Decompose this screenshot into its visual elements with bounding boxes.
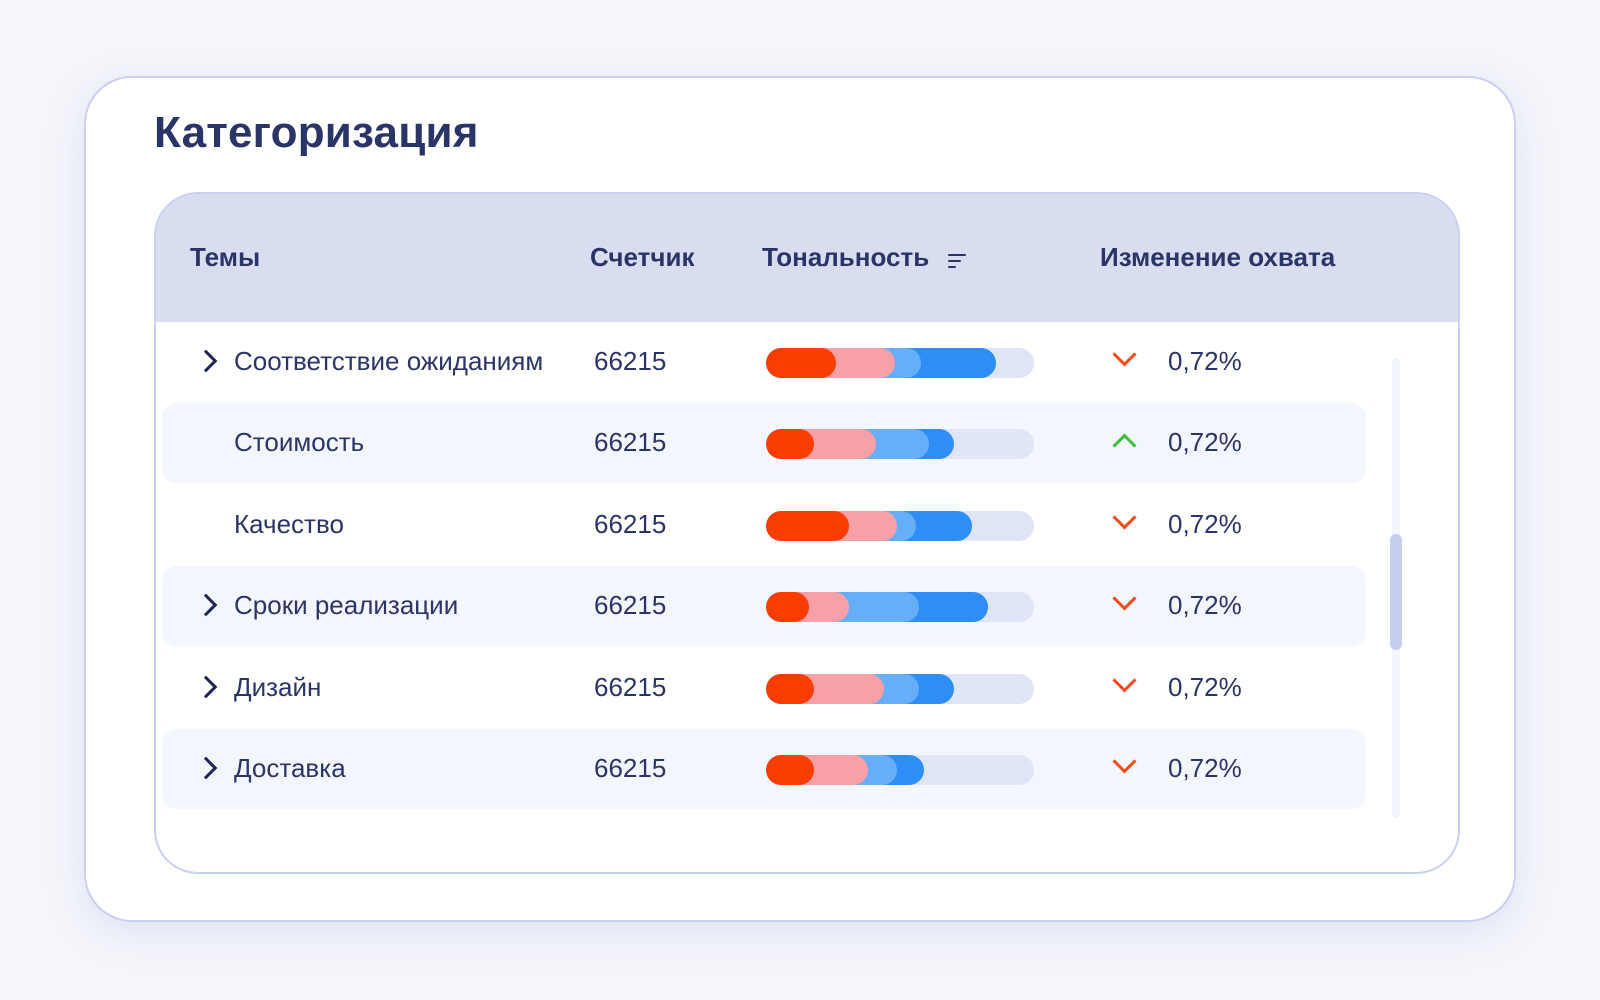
topic-label: Дизайн <box>234 672 322 702</box>
arrow-down-icon <box>1110 757 1138 777</box>
change-value: 0,72% <box>1168 509 1242 539</box>
sort-icon[interactable] <box>948 252 968 270</box>
tone-segment-negative <box>766 674 815 704</box>
arrow-down-icon <box>1110 350 1138 370</box>
tone-bar <box>766 674 1034 704</box>
counter-value: 66215 <box>594 509 667 539</box>
sort-line <box>948 266 956 268</box>
change-value: 0,72% <box>1168 672 1242 702</box>
card-title: Категоризация <box>154 108 479 157</box>
change-value: 0,72% <box>1168 346 1242 376</box>
tone-bar <box>766 429 1034 459</box>
categorization-card: Категоризация Темы Счетчик Тональность И… <box>84 76 1516 922</box>
change-value: 0,72% <box>1168 590 1242 620</box>
counter-value: 66215 <box>594 590 667 620</box>
column-header-topics[interactable]: Темы <box>190 242 261 272</box>
table-row[interactable]: Дизайн 66215 0,72% <box>162 648 1366 728</box>
topic-label: Соответствие ожиданиям <box>234 346 544 376</box>
chevron-right-icon[interactable] <box>196 753 220 783</box>
tone-bar <box>766 511 1034 541</box>
table-body: Доставка 66215 0,72% Дизайн 66215 0,72% Сроки … <box>156 322 1458 872</box>
table-row[interactable]: Сроки реализации 66215 0,72% <box>162 566 1366 646</box>
tone-segment-negative <box>766 348 836 378</box>
sort-line <box>948 260 961 262</box>
sort-line <box>948 254 966 256</box>
chevron-right-icon[interactable] <box>196 590 220 620</box>
tone-bar <box>766 755 1034 785</box>
counter-value: 66215 <box>594 672 667 702</box>
table-header: Темы Счетчик Тональность Изменение охват… <box>156 194 1458 322</box>
table-row[interactable]: Доставка 66215 0,72% <box>162 729 1366 809</box>
arrow-down-icon <box>1110 513 1138 533</box>
table-row[interactable]: Соответствие ожиданиям 66215 0,72% <box>162 322 1366 402</box>
topic-label: Сроки реализации <box>234 590 459 620</box>
counter-value: 66215 <box>594 427 667 457</box>
column-header-tone[interactable]: Тональность <box>762 242 930 272</box>
scrollbar-thumb[interactable] <box>1390 534 1402 650</box>
counter-value: 66215 <box>594 346 667 376</box>
table-row[interactable]: Стоимость 66215 0,72% <box>162 403 1366 483</box>
chevron-right-icon[interactable] <box>196 346 220 376</box>
tone-bar <box>766 592 1034 622</box>
topic-label: Доставка <box>234 753 346 783</box>
tone-segment-negative <box>766 511 850 541</box>
chevron-right-icon[interactable] <box>196 672 220 702</box>
tone-segment-negative <box>766 429 815 459</box>
categorization-table: Темы Счетчик Тональность Изменение охват… <box>154 192 1460 874</box>
arrow-down-icon <box>1110 676 1138 696</box>
change-value: 0,72% <box>1168 427 1242 457</box>
change-value: 0,72% <box>1168 753 1242 783</box>
tone-segment-negative <box>766 755 815 785</box>
tone-segment-negative <box>766 592 809 622</box>
topic-label: Стоимость <box>234 427 365 457</box>
arrow-up-icon <box>1110 431 1138 451</box>
topic-label: Качество <box>234 509 344 539</box>
tone-bar <box>766 348 1034 378</box>
column-header-counter[interactable]: Счетчик <box>590 242 695 272</box>
counter-value: 66215 <box>594 753 667 783</box>
scrollbar-track[interactable] <box>1390 358 1402 818</box>
arrow-down-icon <box>1110 594 1138 614</box>
table-row[interactable]: Качество 66215 0,72% <box>162 485 1366 565</box>
column-header-change[interactable]: Изменение охвата <box>1100 242 1336 272</box>
